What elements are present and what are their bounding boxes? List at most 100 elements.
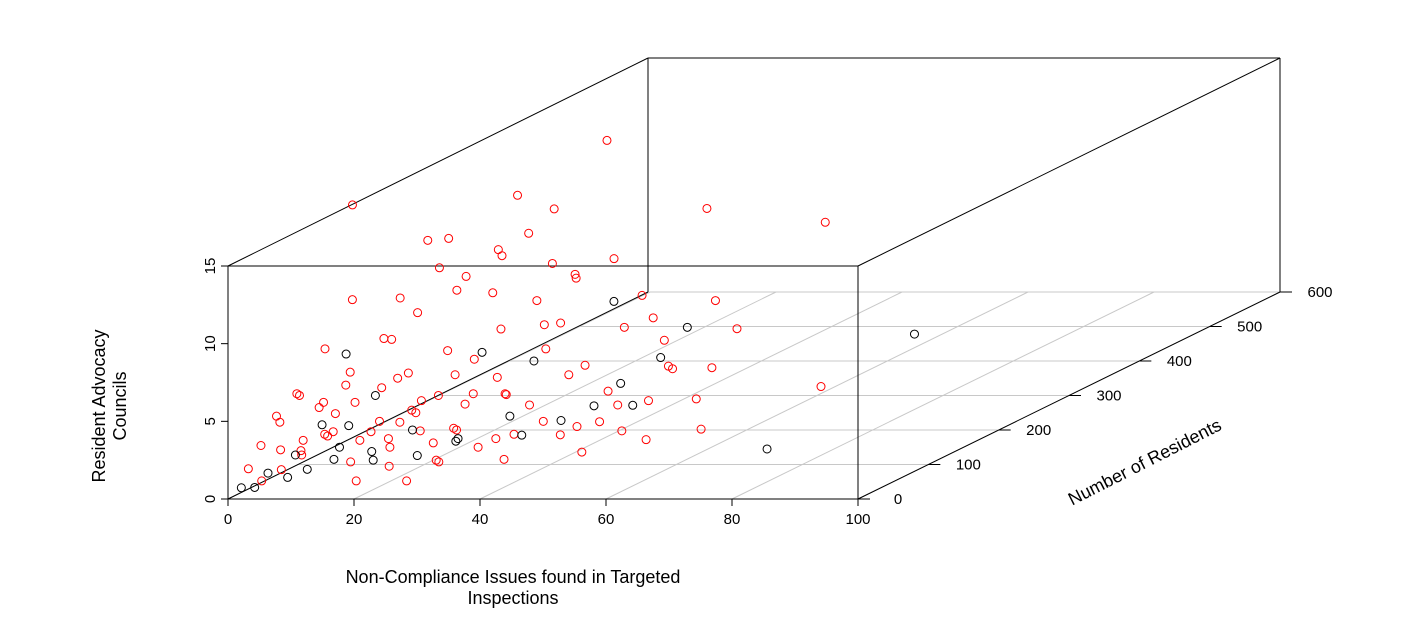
point [702, 203, 712, 213]
point [320, 429, 330, 439]
point [529, 356, 539, 366]
point [555, 430, 565, 440]
point [292, 389, 302, 399]
point [416, 396, 426, 406]
point [497, 251, 507, 261]
point [355, 435, 365, 445]
point [415, 426, 425, 436]
point [276, 445, 286, 455]
point [330, 409, 340, 419]
point [816, 382, 826, 392]
point [488, 288, 498, 298]
point [375, 416, 384, 426]
point [384, 461, 394, 471]
point [577, 447, 587, 457]
point [347, 200, 357, 210]
point [656, 353, 666, 363]
point [468, 389, 478, 399]
point [617, 426, 627, 436]
x-tick-label: 40 [472, 511, 489, 528]
point [250, 482, 260, 492]
point [428, 438, 438, 448]
point [272, 411, 281, 421]
point [317, 420, 327, 430]
point [509, 429, 519, 439]
point [243, 464, 253, 474]
y-tick-label: 600 [1307, 284, 1332, 301]
point [461, 271, 471, 281]
point [460, 399, 470, 409]
point [345, 367, 355, 377]
box-edge [227, 57, 649, 267]
x-tick-label: 60 [598, 511, 615, 528]
point [580, 360, 590, 370]
point [413, 308, 423, 318]
point [682, 322, 692, 332]
y-tick-label: 200 [1026, 422, 1051, 439]
point [696, 424, 706, 434]
point [344, 421, 354, 431]
point [909, 329, 919, 339]
point [732, 324, 742, 334]
point [492, 372, 502, 382]
point [547, 258, 557, 268]
box [227, 57, 1281, 500]
point [302, 464, 312, 474]
y-tick-label: 500 [1237, 318, 1262, 335]
point [256, 441, 266, 450]
point [341, 380, 351, 390]
point [335, 442, 344, 452]
x-tick-label: 0 [224, 511, 232, 528]
point [283, 472, 293, 482]
point [572, 422, 582, 432]
point [505, 411, 515, 421]
point [385, 442, 395, 452]
point [628, 400, 638, 410]
point [393, 373, 403, 383]
z-axis-label: Resident Advocacy Councils [89, 329, 130, 483]
point [491, 434, 501, 444]
point [609, 254, 619, 264]
point [402, 476, 412, 486]
point [412, 451, 422, 461]
z-tick-label: 15 [202, 258, 219, 275]
point [556, 416, 566, 425]
point [499, 454, 509, 464]
point [453, 434, 463, 444]
point [595, 417, 605, 427]
point [351, 476, 361, 486]
point [613, 400, 623, 410]
point [603, 386, 613, 396]
point [275, 417, 285, 427]
point [707, 363, 717, 373]
point [539, 320, 549, 330]
y-tick-label: 0 [894, 491, 902, 508]
point [434, 457, 444, 467]
point [473, 442, 483, 452]
point [444, 233, 454, 243]
point [379, 334, 389, 344]
point [367, 447, 377, 457]
point [423, 235, 433, 245]
point [541, 344, 551, 354]
y-tick-label: 400 [1167, 353, 1192, 370]
point [329, 454, 339, 464]
point [319, 397, 329, 407]
point [616, 378, 626, 388]
point [257, 476, 267, 486]
point [323, 431, 333, 441]
point [513, 190, 523, 200]
point [469, 354, 479, 364]
point [450, 370, 460, 380]
point [368, 455, 378, 465]
point [263, 468, 273, 478]
point [524, 228, 534, 238]
point [296, 446, 306, 456]
point [609, 296, 619, 306]
point [395, 417, 405, 427]
point [525, 400, 535, 410]
point [387, 334, 397, 344]
point [500, 389, 510, 399]
